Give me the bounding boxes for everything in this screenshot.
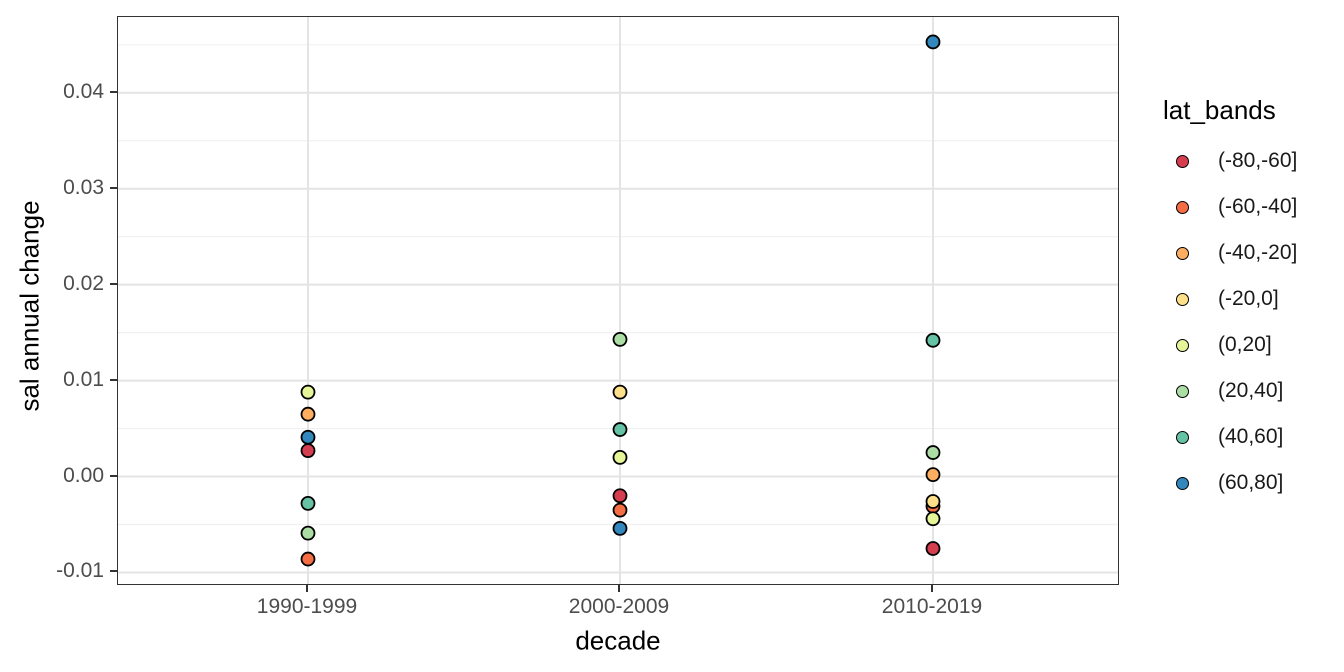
data-point (300, 406, 316, 422)
legend-item-label: (-20,0] (1218, 287, 1279, 310)
legend-item-label: (60,80] (1218, 471, 1284, 494)
data-point (300, 429, 316, 445)
y-tick-label: 0.01 (63, 367, 104, 391)
data-point (612, 384, 628, 400)
y-tick-mark (110, 378, 117, 381)
y-tick-mark (110, 474, 117, 477)
y-tick-label: 0.03 (63, 175, 104, 199)
legend-item: (-60,-40] (1176, 184, 1297, 230)
legend-item: (20,40] (1176, 368, 1297, 414)
data-point (925, 467, 941, 483)
plot-canvas (118, 17, 1118, 584)
y-tick-label: 0.04 (63, 79, 104, 103)
data-point (300, 443, 316, 459)
data-point (925, 511, 941, 527)
legend-item: (-80,-60] (1176, 138, 1297, 184)
x-tick-mark (931, 585, 933, 592)
legend-swatch-icon (1176, 430, 1189, 444)
legend-swatch-icon (1176, 246, 1189, 260)
y-tick-label: 0.00 (63, 463, 104, 487)
x-axis-title: decade (575, 625, 661, 656)
data-point (612, 331, 628, 347)
data-point (925, 332, 941, 348)
data-point (612, 520, 628, 536)
legend-item-label: (-80,-60] (1218, 149, 1298, 172)
data-point (300, 384, 316, 400)
data-point (612, 422, 628, 437)
plot-panel (117, 16, 1119, 585)
legend-swatch-icon (1176, 200, 1189, 214)
y-tick-mark (110, 186, 117, 189)
x-tick-mark (306, 585, 308, 592)
legend-items: (-80,-60] (-60,-40] (-40,-20] (-20,0] (0,20]… (1176, 138, 1297, 506)
data-point (612, 449, 628, 465)
data-point (612, 488, 628, 504)
legend-item-label: (20,40] (1218, 379, 1284, 402)
y-tick-mark (110, 90, 117, 93)
y-tick-label: 0.02 (63, 271, 104, 295)
legend-item: (40,60] (1176, 414, 1297, 460)
legend-item-label: (-40,-20] (1218, 241, 1298, 264)
legend-swatch-icon (1176, 154, 1189, 168)
legend-swatch-icon (1176, 476, 1189, 490)
legend-swatch-icon (1176, 384, 1189, 398)
y-tick-mark (110, 282, 117, 285)
data-point (300, 525, 316, 541)
data-point (925, 541, 941, 556)
legend-item: (-20,0] (1176, 276, 1297, 322)
legend-item-label: (0,20] (1218, 333, 1272, 356)
legend-item: (-40,-20] (1176, 230, 1297, 276)
data-point (925, 34, 941, 50)
legend-swatch-icon (1176, 292, 1189, 306)
legend-item: (0,20] (1176, 322, 1297, 368)
legend-title: lat_bands (1163, 95, 1276, 125)
x-tick-label: 1990-1999 (256, 595, 358, 618)
legend-item: (60,80] (1176, 460, 1297, 506)
legend: lat_bands (-80,-60] (-60,-40] (-40,-20] (-2… (1163, 95, 1297, 494)
legend-swatch-icon (1176, 338, 1189, 352)
x-tick-mark (618, 585, 620, 592)
legend-item-label: (-60,-40] (1218, 195, 1298, 218)
y-tick-mark (110, 570, 117, 573)
y-tick-label: -0.01 (56, 559, 104, 583)
data-point (925, 494, 941, 509)
x-tick-label: 2010-2019 (881, 595, 983, 618)
data-point (300, 551, 316, 567)
data-point (300, 496, 316, 511)
data-point (612, 502, 628, 518)
x-tick-label: 2000-2009 (568, 595, 670, 618)
legend-item-label: (40,60] (1218, 425, 1284, 448)
y-axis-title: sal annual change (14, 200, 45, 412)
data-point (925, 445, 941, 460)
